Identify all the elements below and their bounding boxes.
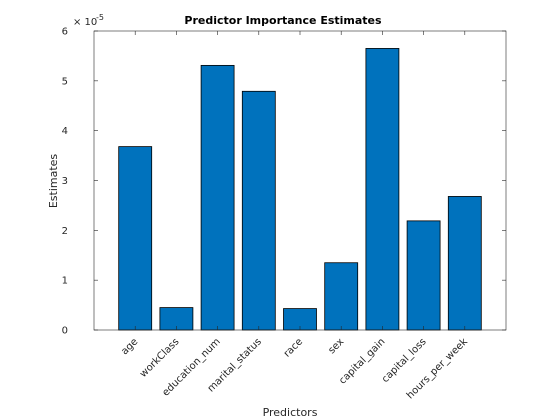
- y-tick-label: 2: [62, 226, 68, 237]
- bar-age: [118, 146, 153, 331]
- x-axis-title: Predictors: [263, 406, 318, 419]
- plot-area-frame: [93, 30, 507, 331]
- x-tick-label-sex: sex: [326, 336, 346, 356]
- y-axis-title: Estimates: [47, 154, 60, 209]
- bar-marital-status: [241, 90, 276, 331]
- y-axis-exponent-power: -5: [96, 13, 104, 22]
- x-tick-label-age: age: [119, 336, 140, 357]
- x-tick-label-race: race: [282, 336, 305, 359]
- bar-sex: [324, 262, 359, 331]
- y-tick-label: 3: [62, 176, 68, 187]
- axes: [93, 30, 507, 331]
- y-ticks: 0 1 2 3 4 5 6: [62, 27, 506, 337]
- bar-capital-loss: [406, 220, 441, 331]
- bars: [118, 48, 482, 331]
- y-tick-label: 0: [62, 326, 68, 337]
- chart-title: Predictor Importance Estimates: [184, 14, 382, 27]
- y-axis-exponent: × 10 -5: [73, 13, 104, 28]
- bar-hours-per-week: [447, 196, 482, 331]
- bar-capital-gain: [365, 48, 400, 331]
- y-tick-label: 6: [62, 27, 68, 38]
- x-tick-label-workClass: workClass: [138, 336, 181, 379]
- y-tick-label: 4: [62, 126, 68, 137]
- bar-education-num: [200, 64, 235, 331]
- y-tick-label: 5: [62, 76, 68, 87]
- y-tick-label: 1: [62, 276, 68, 287]
- y-axis-exponent-base: × 10: [73, 17, 97, 28]
